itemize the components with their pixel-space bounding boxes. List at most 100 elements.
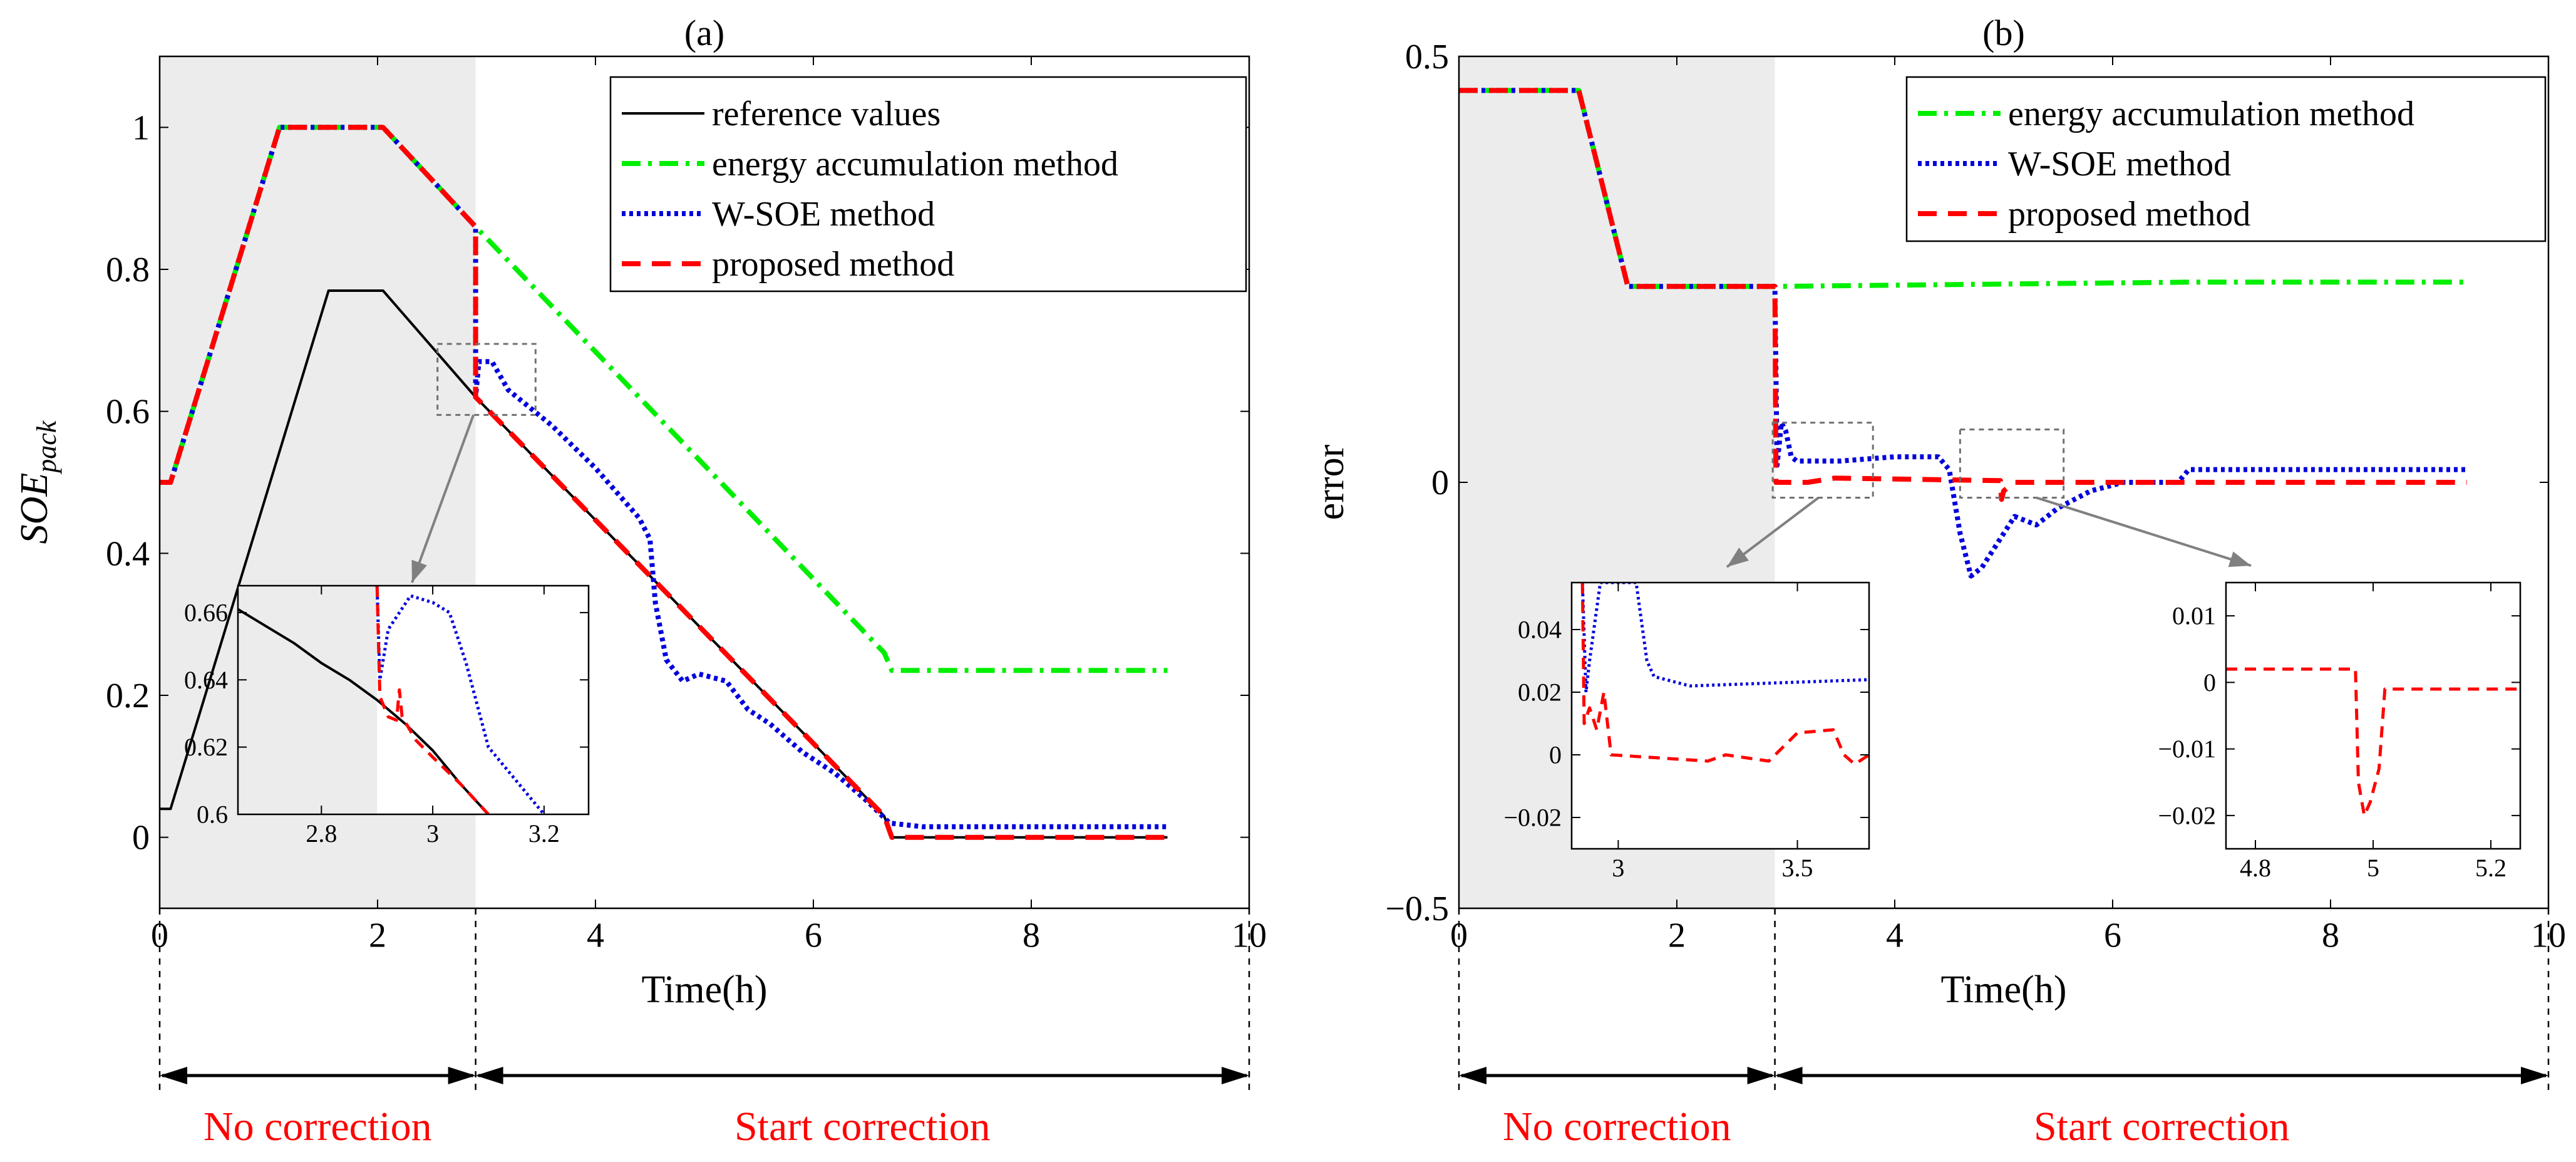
- inset-a-shaded-region: [238, 586, 378, 814]
- inset-a-x-tick-label: 3.2: [528, 819, 560, 848]
- series-line-proposed: [1459, 88, 2467, 502]
- inset-b-left-y-tick-label: 0.02: [1518, 678, 1562, 707]
- zoom-region-box: [1771, 422, 1874, 499]
- main-y-tick-label: 0.2: [106, 677, 150, 715]
- main-x-tick-label: 8: [2322, 916, 2339, 955]
- inset-b-right-y-tick-label: 0: [2203, 668, 2216, 697]
- series-line-proposed: [1580, 583, 1869, 766]
- series-line-wsoe: [375, 586, 545, 814]
- inset-b-left-y-tick-label: 0.04: [1518, 616, 1562, 644]
- legend-label-proposed: proposed method: [712, 245, 954, 284]
- y-axis-label-subscript: pack: [31, 420, 62, 475]
- zoom-pointer-arrow: [411, 414, 475, 583]
- inset-b-left: 3 3.5 −0.02 0 0.02 0.04: [1503, 581, 1870, 882]
- inset-a-series: [238, 586, 545, 814]
- panel-label: (a): [684, 13, 724, 53]
- main-x-tick-label: 6: [805, 916, 822, 955]
- start-correction-arrow-head-left: [475, 1067, 503, 1084]
- series-group: [160, 125, 1168, 840]
- inset-a-y-tick-label: 0.6: [197, 801, 228, 829]
- main-y-tick-label: −0.5: [1385, 890, 1449, 928]
- start-correction-arrow-head-right: [1222, 1067, 1249, 1084]
- inset-a-x-tick-label: 2.8: [306, 819, 337, 848]
- main-y-tick-label: 0: [1431, 464, 1449, 502]
- no-correction-arrow-head-right: [1747, 1067, 1775, 1084]
- legend-label-energy: energy accumulation method: [712, 145, 1118, 184]
- legend-box: [1905, 76, 2547, 242]
- no-correction-label: No correction: [1503, 1104, 1731, 1149]
- zoom-pointer-head: [411, 559, 427, 583]
- inset-b-right: 4.8 5 5.2 −0.02 −0.01 0 0.01: [2158, 581, 2522, 882]
- no-correction-arrow-head-right: [448, 1067, 476, 1084]
- inset-b-right-x-tick-label: 4.8: [2240, 854, 2271, 882]
- start-correction-label: Start correction: [734, 1104, 991, 1149]
- inset-b-right-series: [2226, 667, 2520, 817]
- inset-a-y-tick-label: 0.62: [184, 733, 228, 761]
- inset-b-left-plot-frame: [1570, 581, 1870, 850]
- main-x-tick-label: 2: [369, 916, 386, 955]
- zoom-region-box: [436, 343, 537, 416]
- zoom-pointer-arrow: [2036, 496, 2252, 567]
- inset-a-plot-frame: [237, 584, 590, 816]
- inset-b-right-y-tick-label: 0.01: [2172, 602, 2216, 630]
- legend-label-energy: energy accumulation method: [2008, 95, 2414, 133]
- zoom-pointer-head: [2228, 551, 2251, 568]
- main-y-tick-label: 1: [132, 108, 150, 147]
- inset-b-right-x-tick-label: 5.2: [2475, 854, 2506, 882]
- no-correction-label: No correction: [204, 1104, 432, 1149]
- inset-a-y-tick-label: 0.64: [184, 666, 228, 694]
- series-line-energy: [1459, 88, 2467, 289]
- no-correction-arrow-head-left: [160, 1067, 187, 1084]
- main-x-tick-label: 6: [2104, 916, 2121, 955]
- main-x-tick-label: 2: [1668, 916, 1686, 955]
- legend-box: [609, 76, 1247, 293]
- start-correction-label: Start correction: [2034, 1104, 2290, 1149]
- legend-label-proposed: proposed method: [2008, 195, 2250, 234]
- no-correction-arrow-head-left: [1459, 1067, 1486, 1084]
- panel-a: 0 2 4 6 8 1000.20.40.60.81(a)Time(h)SOEpackre…: [13, 13, 1267, 1149]
- main-y-tick-label: 0.6: [106, 393, 150, 432]
- x-axis-label: Time(h): [1941, 968, 2067, 1011]
- x-axis-label: Time(h): [642, 968, 768, 1011]
- y-axis-label: SOEpack: [13, 420, 62, 544]
- inset-b-right-y-tick-label: −0.01: [2158, 735, 2216, 763]
- series-line-wsoe: [1580, 583, 1869, 694]
- inset-b-left-background: [1572, 583, 1869, 849]
- series-line-proposed: [2226, 667, 2520, 817]
- main-plot-frame: [158, 55, 1250, 910]
- main-x-tick-label: 4: [587, 916, 604, 955]
- start-correction-arrow-head-right: [2521, 1067, 2548, 1084]
- series-line-proposed: [160, 125, 1168, 840]
- y-axis-label: error: [1309, 444, 1352, 520]
- main-y-tick-label: 0.8: [106, 251, 150, 289]
- inset-a-y-tick-label: 0.66: [184, 599, 228, 627]
- inset-b-left-x-tick-label: 3: [1612, 854, 1624, 882]
- main-x-tick-label: 8: [1023, 916, 1040, 955]
- inset-b-left-series: [1580, 583, 1869, 766]
- inset-b-left-x-tick-label: 3.5: [1782, 854, 1813, 882]
- start-correction-arrow-head-left: [1775, 1067, 1803, 1084]
- inset-a-x-tick-label: 3: [426, 819, 439, 848]
- main-x-tick-label: 4: [1886, 916, 1904, 955]
- legend-label-wsoe: W-SOE method: [712, 195, 935, 234]
- y-axis-label-main: error: [1309, 444, 1352, 520]
- inset-b-right-x-tick-label: 5: [2367, 854, 2379, 882]
- legend-label-wsoe: W-SOE method: [2008, 145, 2231, 184]
- inset-b-left-y-tick-label: 0: [1549, 741, 1562, 769]
- legend-label-reference: reference values: [712, 95, 940, 133]
- y-axis-label-main: SOE: [13, 473, 56, 544]
- series-line-proposed: [375, 586, 490, 814]
- zoom-region-box: [1959, 428, 2065, 499]
- inset-b-right-background: [2226, 583, 2520, 849]
- series-group: [1459, 88, 2467, 579]
- inset-b-left-y-tick-label: −0.02: [1503, 804, 1562, 832]
- zoom-pointer-head: [1727, 547, 1749, 567]
- inset-a: 2.8 3 3.2 0.6 0.62 0.64 0.66: [184, 584, 590, 848]
- series-line-reference: [238, 608, 490, 814]
- main-y-tick-label: 0.5: [1405, 38, 1449, 76]
- inset-b-right-y-tick-label: −0.02: [2158, 801, 2216, 829]
- panel-label: (b): [1982, 13, 2025, 53]
- main-y-tick-label: 0.4: [106, 534, 150, 573]
